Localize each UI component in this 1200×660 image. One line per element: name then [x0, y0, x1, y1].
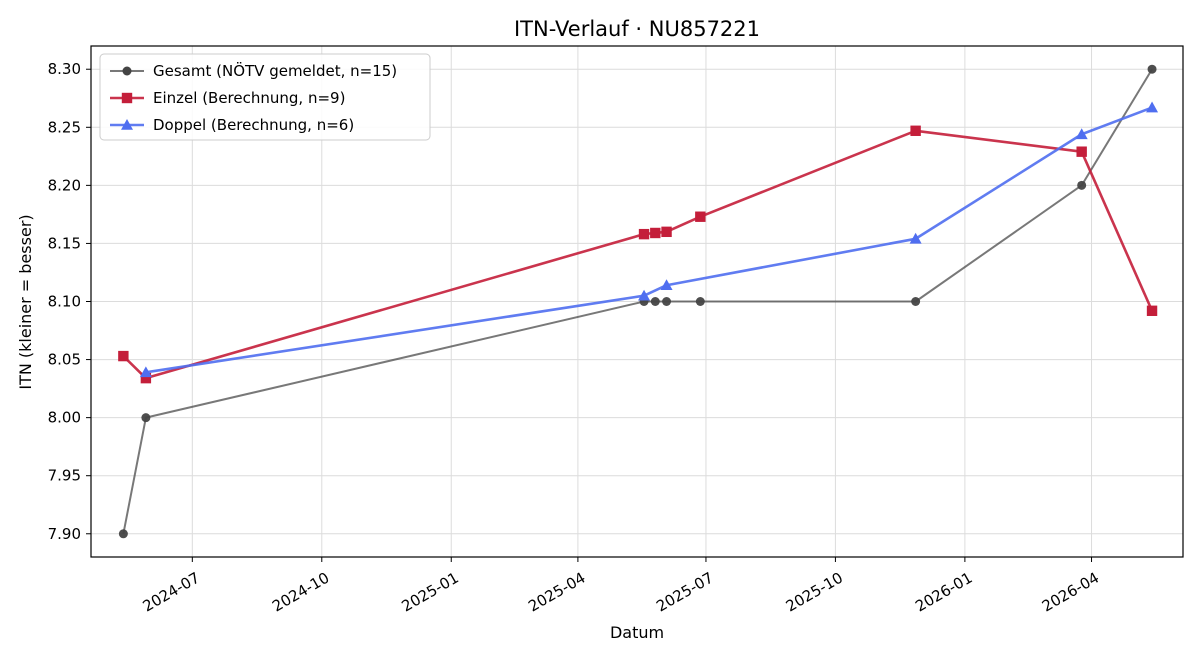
- data-point-gesamt: [1147, 64, 1157, 74]
- data-point-doppel: [909, 232, 922, 244]
- data-point-einzel: [650, 227, 661, 239]
- data-point-einzel: [1076, 146, 1087, 157]
- data-point-gesamt: [1077, 180, 1087, 190]
- data-point-einzel: [638, 228, 650, 240]
- data-point-gesamt: [141, 413, 151, 423]
- series-line-doppel: [145, 106, 1153, 374]
- data-point-gesamt: [695, 297, 705, 306]
- data-point-gesamt: [650, 297, 660, 306]
- data-point-gesamt: [911, 297, 921, 306]
- chart-title: ITN-Verlauf · NU857221: [514, 17, 760, 41]
- y-tick-label: 8.10: [48, 293, 81, 311]
- y-tick-label: 8.05: [48, 351, 81, 369]
- grid: [91, 46, 1183, 557]
- legend-marker-gesamt: [122, 66, 132, 76]
- data-point-gesamt: [662, 297, 672, 306]
- data-point-doppel: [638, 289, 651, 301]
- y-tick-label: 8.25: [48, 118, 81, 136]
- y-tick-label: 8.00: [48, 409, 81, 427]
- y-tick-label: 8.15: [48, 234, 81, 252]
- x-axis-ticks: 2024-07 2024-10 2025-01 2025-04 2025-07 2025-…: [140, 557, 1102, 616]
- data-point-doppel: [1075, 128, 1088, 140]
- data-point-gesamt: [118, 529, 128, 539]
- legend-label-einzel: Einzel (Berechnung, n=9): [153, 89, 345, 107]
- y-axis-label: ITN (kleiner = besser): [16, 214, 35, 389]
- x-tick-label: 2025-01: [399, 569, 462, 616]
- x-tick-label: 2024-10: [269, 569, 332, 616]
- data-point-doppel: [1146, 101, 1159, 113]
- x-tick-label: 2026-04: [1039, 569, 1102, 616]
- legend-box: [99, 53, 431, 141]
- data-point-einzel: [695, 211, 706, 222]
- legend: Gesamt (NÖTV gemeldet, n=15) Einzel (Bere…: [99, 53, 431, 141]
- legend-marker-einzel: [121, 92, 133, 104]
- series-line-einzel: [122, 129, 1154, 380]
- series-einzel: [118, 125, 1158, 384]
- y-axis-ticks: 7.90 7.95 8.00 8.05 8.10 8.15 8.20 8.25 8.30: [48, 60, 91, 543]
- legend-marker-doppel: [121, 119, 133, 130]
- data-point-doppel: [660, 279, 673, 291]
- x-tick-label: 2025-04: [525, 569, 588, 616]
- data-point-einzel: [910, 125, 921, 136]
- data-point-einzel: [118, 350, 129, 362]
- data-point-einzel: [140, 372, 152, 384]
- x-tick-label: 2025-07: [653, 569, 716, 616]
- y-tick-label: 8.30: [48, 60, 81, 78]
- data-point-einzel: [1146, 305, 1158, 316]
- legend-label-doppel: Doppel (Berechnung, n=6): [153, 116, 354, 134]
- y-tick-label: 7.90: [48, 525, 81, 543]
- x-tick-label: 2025-10: [783, 569, 846, 616]
- series-doppel: [139, 101, 1159, 378]
- x-tick-label: 2024-07: [140, 569, 203, 616]
- y-tick-label: 8.20: [48, 176, 81, 194]
- data-point-einzel: [661, 226, 672, 238]
- x-tick-label: 2026-01: [912, 569, 975, 616]
- data-point-doppel: [139, 366, 152, 378]
- series-layer: [118, 64, 1159, 539]
- y-tick-label: 7.95: [48, 467, 81, 485]
- x-axis-label: Datum: [610, 623, 664, 642]
- legend-label-gesamt: Gesamt (NÖTV gemeldet, n=15): [153, 61, 397, 80]
